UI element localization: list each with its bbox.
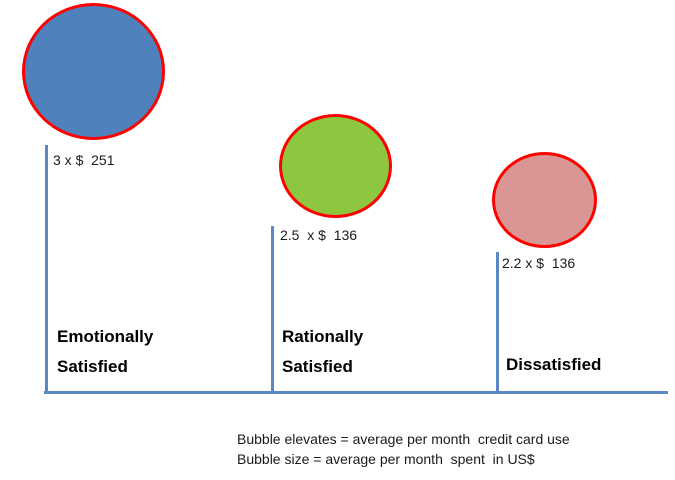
note-bubble-elevation: Bubble elevates = average per month cred… — [237, 431, 570, 447]
value-label-dissatisfied: 2.2 x $ 136 — [502, 255, 576, 271]
bubble-dissatisfied — [492, 152, 597, 248]
baseline-axis — [44, 391, 668, 394]
stem-emotionally-satisfied — [45, 145, 48, 393]
note-bubble-size: Bubble size = average per month spent in… — [237, 451, 535, 467]
value-label-emotionally-satisfied: 3 x $ 251 — [53, 152, 115, 168]
category-label-emotionally-satisfied: Emotionally Satisfied — [57, 327, 154, 376]
category-label-dissatisfied: Dissatisfied — [506, 355, 602, 374]
category-label-rationally-satisfied: Rationally Satisfied — [282, 327, 364, 376]
stem-dissatisfied — [496, 252, 499, 393]
legend-notes: Bubble elevates = average per month cred… — [237, 429, 570, 469]
value-label-rationally-satisfied: 2.5 x $ 136 — [280, 227, 358, 243]
bubble-rationally-satisfied — [279, 114, 392, 218]
stem-rationally-satisfied — [271, 226, 274, 393]
bubble-emotionally-satisfied — [22, 3, 165, 140]
